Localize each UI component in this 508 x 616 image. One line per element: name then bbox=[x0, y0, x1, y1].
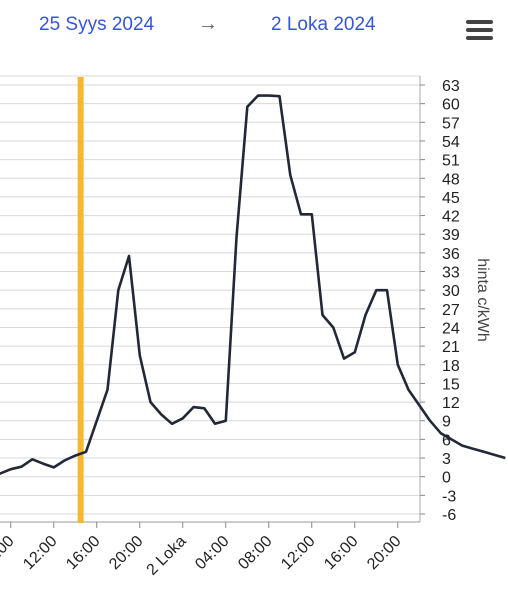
y-axis-title: hinta c/kWh bbox=[474, 258, 491, 342]
start-date-link[interactable]: 25 Syys 2024 bbox=[39, 14, 155, 35]
y-tick-label: 63 bbox=[442, 78, 460, 95]
y-tick-label: 0 bbox=[442, 470, 451, 487]
y-tick-label: 21 bbox=[442, 339, 460, 356]
y-tick-label: 48 bbox=[442, 171, 460, 188]
x-tick-label: 04:00 bbox=[192, 533, 232, 573]
y-tick-label: 33 bbox=[442, 265, 460, 282]
x-tick-label: 12:00 bbox=[278, 533, 318, 573]
y-tick-label: 24 bbox=[442, 320, 460, 337]
x-tick-label: 20:00 bbox=[106, 533, 146, 573]
y-tick-label: 15 bbox=[442, 376, 460, 393]
x-tick-label: 16:00 bbox=[321, 533, 361, 573]
y-tick-label: -6 bbox=[442, 507, 456, 524]
y-tick-label: 36 bbox=[442, 246, 460, 263]
x-tick-label: 12:00 bbox=[20, 533, 60, 573]
y-tick-label: 12 bbox=[442, 395, 460, 412]
menu-bar bbox=[466, 28, 493, 32]
y-tick-label: 45 bbox=[442, 190, 460, 207]
x-tick-label: 16:00 bbox=[63, 533, 103, 573]
end-date-link[interactable]: 2 Loka 2024 bbox=[271, 14, 376, 35]
grid-lines bbox=[0, 75, 421, 523]
y-tick-label: 27 bbox=[442, 302, 460, 319]
y-tick-label: 18 bbox=[442, 358, 460, 375]
date-range-header: 25 Syys 2024 → 2 Loka 2024 bbox=[0, 0, 508, 56]
y-tick-label: 42 bbox=[442, 209, 460, 226]
y-tick-label: 39 bbox=[442, 227, 460, 244]
price-series-line bbox=[0, 94, 506, 476]
x-tick-label: 2 Loka bbox=[144, 533, 190, 579]
price-line-layer bbox=[0, 94, 506, 476]
y-axis-ticks: -6-3036912151821242730333639424548515457… bbox=[420, 78, 460, 524]
y-tick-label: 60 bbox=[442, 97, 460, 114]
arrow-right-icon: → bbox=[198, 13, 218, 35]
hamburger-menu-icon[interactable] bbox=[466, 20, 494, 42]
x-axis-ticks: 08:00 12:00 16:00 20:002 Loka 04:00 08:00 12:0… bbox=[0, 522, 405, 579]
x-tick-label: 08:00 bbox=[0, 533, 18, 573]
y-tick-label: 51 bbox=[442, 153, 460, 170]
menu-bar bbox=[466, 36, 493, 40]
menu-bar bbox=[466, 20, 493, 24]
x-tick-label: 20:00 bbox=[364, 533, 404, 573]
y-tick-label: 57 bbox=[442, 115, 460, 132]
y-tick-label: -3 bbox=[442, 488, 456, 505]
y-tick-label: 30 bbox=[442, 283, 460, 300]
y-tick-label: 3 bbox=[442, 451, 451, 468]
x-tick-label: 08:00 bbox=[235, 533, 275, 573]
y-tick-label: 9 bbox=[442, 414, 451, 431]
y-tick-label: 6 bbox=[442, 432, 451, 449]
y-tick-label: 54 bbox=[442, 134, 460, 151]
